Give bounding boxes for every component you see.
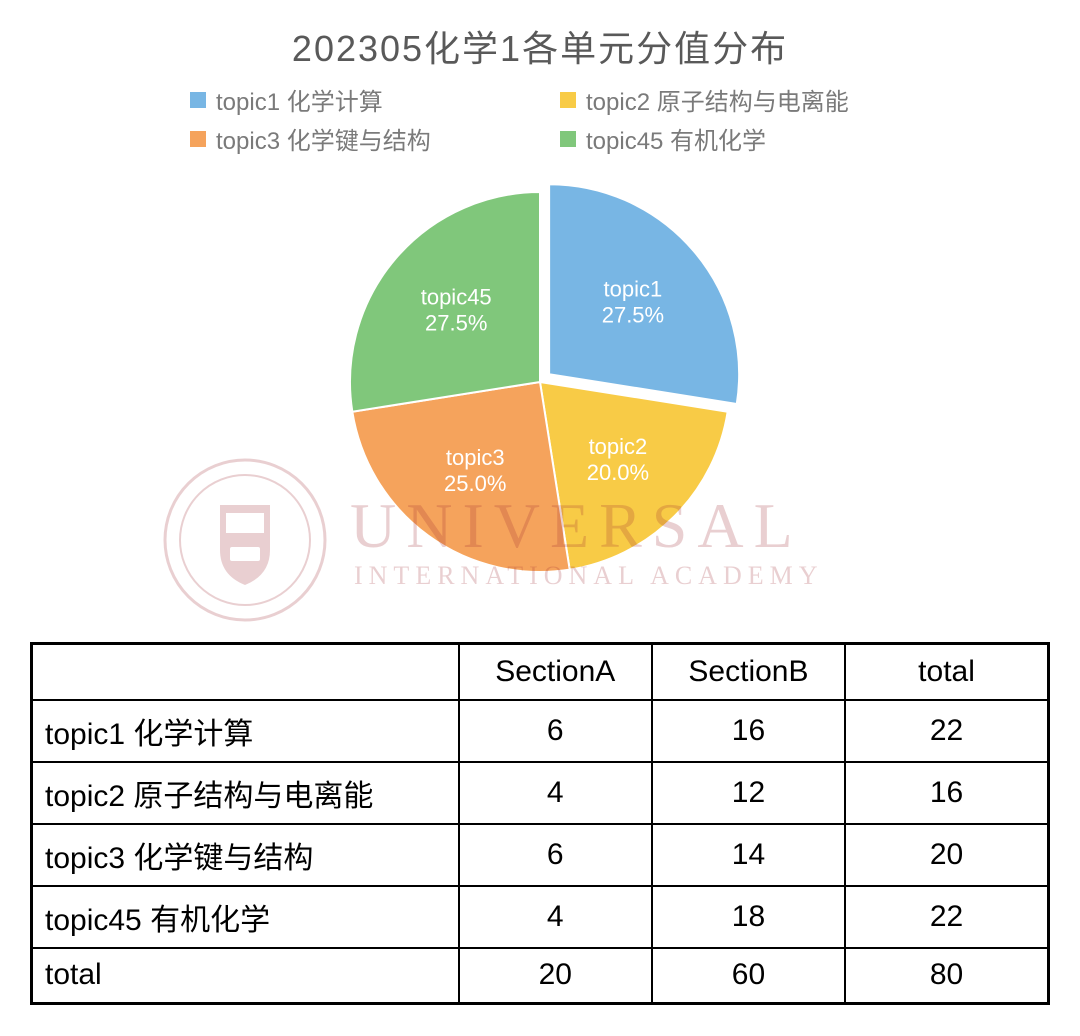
pie-chart: topic127.5%topic220.0%topic325.0%topic45… (330, 172, 750, 592)
table-cell: 4 (459, 762, 652, 824)
legend-swatch-icon (190, 92, 206, 108)
slice-label: topic2 (589, 434, 648, 459)
table-cell: 6 (459, 824, 652, 886)
table-cell: 12 (652, 762, 845, 824)
table-cell: 20 (459, 948, 652, 1004)
chart-legend: topic1 化学计算 topic2 原子结构与电离能 topic3 化学键与结… (0, 82, 1080, 156)
data-table: SectionA SectionB total topic1 化学计算61622… (30, 642, 1050, 1005)
legend-label: topic2 原子结构与电离能 (586, 82, 849, 117)
table-cell: 4 (459, 886, 652, 948)
slice-percent: 27.5% (425, 310, 487, 335)
table-cell: total (32, 948, 459, 1004)
table-cell: 16 (845, 762, 1048, 824)
table-header-cell (32, 644, 459, 700)
slice-percent: 25.0% (444, 471, 506, 496)
table-cell: 18 (652, 886, 845, 948)
legend-item: topic45 有机化学 (560, 121, 890, 156)
table-cell: 80 (845, 948, 1048, 1004)
table-cell: 14 (652, 824, 845, 886)
data-table-wrap: SectionA SectionB total topic1 化学计算61622… (0, 642, 1080, 1005)
table-cell: topic2 原子结构与电离能 (32, 762, 459, 824)
table-cell: 22 (845, 700, 1048, 762)
legend-item: topic2 原子结构与电离能 (560, 82, 890, 117)
legend-label: topic1 化学计算 (216, 82, 383, 117)
slice-label: topic1 (604, 277, 663, 302)
table-header-row: SectionA SectionB total (32, 644, 1049, 700)
table-row: topic2 原子结构与电离能41216 (32, 762, 1049, 824)
table-row: topic3 化学键与结构61420 (32, 824, 1049, 886)
table-cell: 60 (652, 948, 845, 1004)
legend-item: topic1 化学计算 (190, 82, 520, 117)
table-cell: topic3 化学键与结构 (32, 824, 459, 886)
table-header-cell: total (845, 644, 1048, 700)
legend-label: topic3 化学键与结构 (216, 121, 431, 156)
legend-item: topic3 化学键与结构 (190, 121, 520, 156)
table-cell: topic45 有机化学 (32, 886, 459, 948)
table-cell: 20 (845, 824, 1048, 886)
chart-title: 202305化学1各单元分值分布 (0, 20, 1080, 72)
legend-label: topic45 有机化学 (586, 121, 766, 156)
legend-swatch-icon (190, 131, 206, 147)
table-row: topic45 有机化学41822 (32, 886, 1049, 948)
table-header-cell: SectionA (459, 644, 652, 700)
pie-wrap: topic127.5%topic220.0%topic325.0%topic45… (0, 172, 1080, 612)
table-cell: topic1 化学计算 (32, 700, 459, 762)
table-cell: 16 (652, 700, 845, 762)
table-row: topic1 化学计算61622 (32, 700, 1049, 762)
slice-percent: 20.0% (587, 460, 649, 485)
slice-percent: 27.5% (602, 303, 664, 328)
legend-swatch-icon (560, 131, 576, 147)
table-header-cell: SectionB (652, 644, 845, 700)
table-cell: 22 (845, 886, 1048, 948)
table-row: total206080 (32, 948, 1049, 1004)
table-cell: 6 (459, 700, 652, 762)
slice-label: topic3 (446, 445, 505, 470)
slice-label: topic45 (421, 284, 492, 309)
legend-swatch-icon (560, 92, 576, 108)
chart-area: 202305化学1各单元分值分布 topic1 化学计算 topic2 原子结构… (0, 0, 1080, 612)
